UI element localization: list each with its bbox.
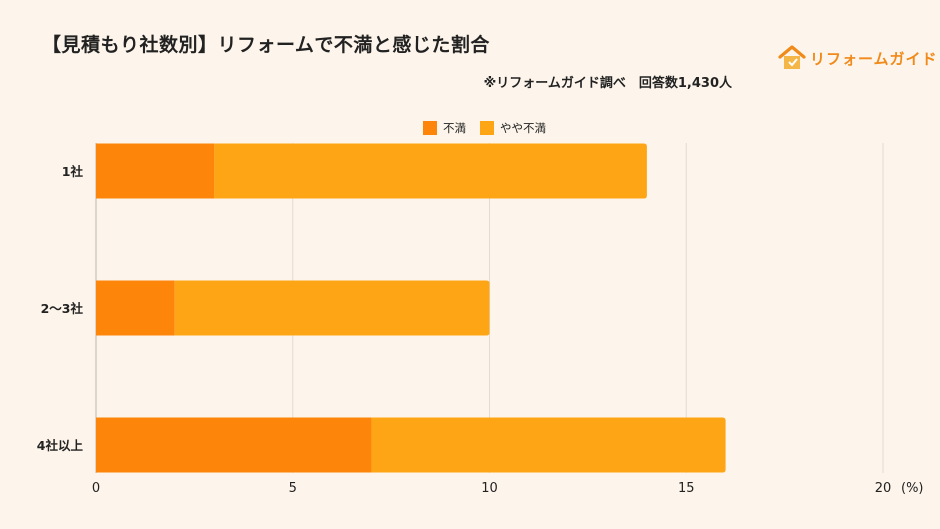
x-tick-label: 5 (289, 481, 297, 496)
source-note: ※リフォームガイド調べ 回答数1,430人 (483, 76, 732, 91)
x-tick-label: 10 (481, 481, 498, 496)
legend: 不満 やや不満 (423, 120, 560, 136)
x-unit-label: (%) (901, 481, 924, 496)
x-tick-label: 15 (678, 481, 695, 496)
legend-item-fuman: 不満 (423, 120, 466, 136)
bar-segment (96, 143, 215, 199)
legend-item-yaya-fuman: やや不満 (480, 120, 546, 136)
bar-segment (96, 280, 175, 336)
chart-title: 【見積もり社数別】リフォームで不満と感じた割合 (42, 34, 490, 56)
category-label: 1社 (62, 164, 84, 179)
logo-text: リフォームガイド (810, 49, 938, 68)
bar-segment (371, 417, 726, 473)
category-label: 4社以上 (37, 438, 84, 453)
bar-segment (174, 280, 490, 336)
legend-swatch-yaya-fuman (480, 121, 494, 135)
bar-segment (214, 143, 647, 199)
legend-swatch-fuman (423, 121, 437, 135)
category-label: 2〜3社 (41, 301, 84, 316)
legend-label-yaya-fuman: やや不満 (500, 121, 546, 135)
house-icon (778, 45, 806, 69)
logo: リフォームガイド (778, 44, 938, 72)
x-tick-label: 0 (92, 481, 100, 496)
bar-segment (96, 417, 372, 473)
x-tick-label: 20 (875, 481, 892, 496)
legend-label-fuman: 不満 (443, 121, 466, 135)
